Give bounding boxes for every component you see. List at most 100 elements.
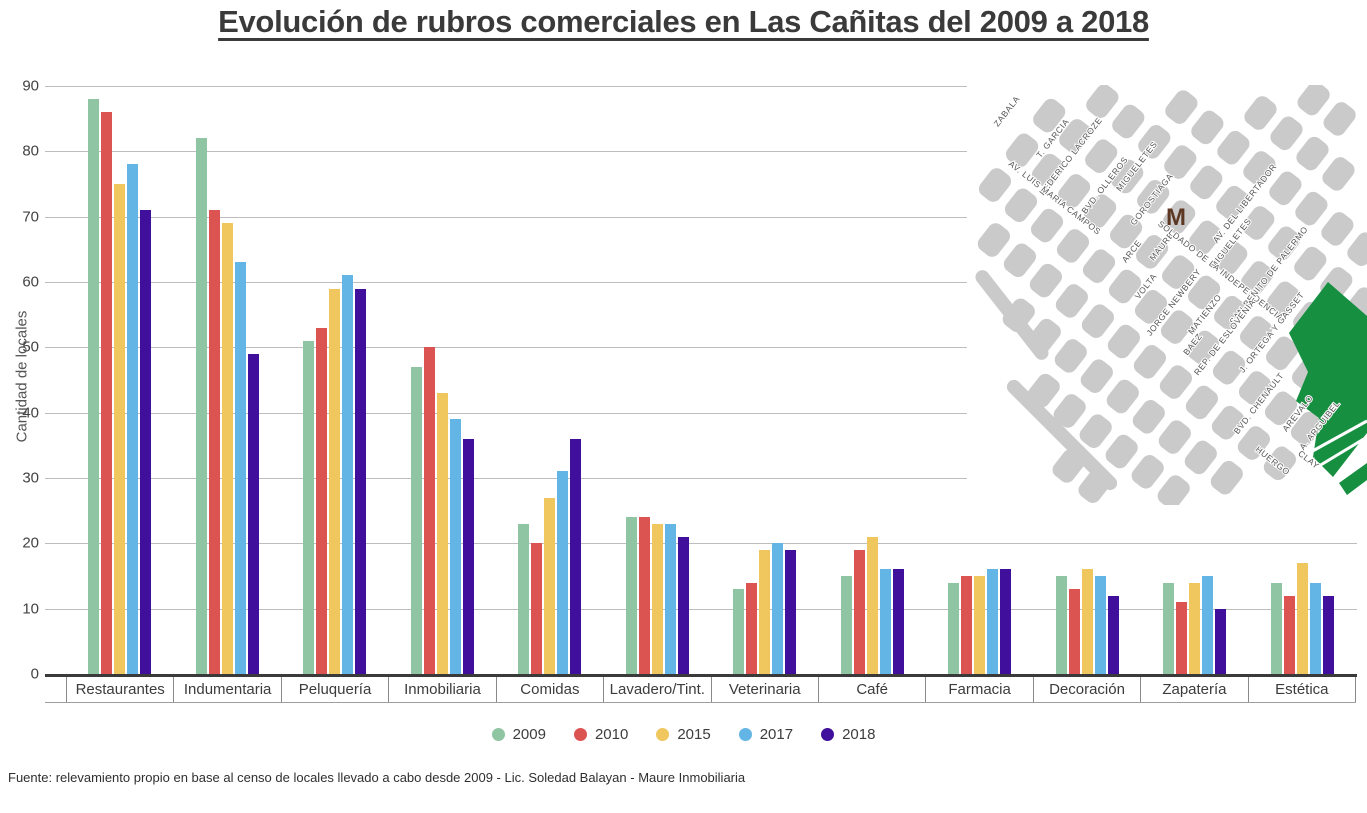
city-block — [1158, 420, 1191, 454]
bar-2010 — [1068, 589, 1080, 674]
bar-2018 — [892, 569, 904, 674]
gridline — [45, 412, 1357, 414]
city-block — [1241, 261, 1274, 295]
bar-2017 — [987, 569, 999, 674]
y-tick-label: 0 — [30, 665, 39, 683]
bar-2010 — [1176, 602, 1188, 674]
city-block — [1112, 104, 1145, 139]
bar-2018 — [1215, 608, 1227, 674]
bar-2009 — [840, 576, 852, 674]
legend-dot — [573, 728, 587, 741]
bar-2009 — [1163, 582, 1175, 674]
legend-item: 2017 — [738, 726, 794, 743]
city-block — [1189, 220, 1222, 255]
bar-2017 — [557, 471, 569, 674]
bar-group — [819, 86, 927, 674]
city-block — [1055, 284, 1088, 318]
bar-group — [926, 86, 1034, 674]
city-block — [1059, 119, 1092, 153]
city-block — [1243, 151, 1276, 185]
bar-2015 — [651, 523, 663, 674]
city-block — [1164, 145, 1197, 179]
city-block — [1244, 96, 1277, 130]
city-block — [1294, 246, 1327, 281]
city-block — [978, 168, 1012, 202]
legend-label: 2017 — [759, 726, 794, 743]
legend-label: 2018 — [842, 726, 876, 743]
bar-2015 — [1296, 562, 1308, 674]
bar-2009 — [518, 523, 530, 674]
city-block — [1217, 130, 1250, 165]
bar-2018 — [570, 438, 582, 674]
category-label: Inmobiliaria — [388, 677, 495, 702]
legend-dot — [821, 728, 835, 741]
bar-group — [1141, 86, 1249, 674]
city-block — [1188, 275, 1221, 310]
city-block — [1134, 290, 1168, 324]
bar-2017 — [342, 275, 354, 674]
city-block — [1290, 411, 1324, 446]
city-block — [1029, 263, 1062, 298]
city-block — [975, 270, 1049, 360]
category-label: Zapatería — [1140, 677, 1247, 702]
city-block — [1321, 212, 1354, 246]
city-block — [1216, 185, 1249, 220]
bar-2018 — [462, 438, 474, 674]
city-block — [1185, 385, 1218, 420]
bar-2017 — [772, 543, 784, 674]
bar-2015 — [1081, 569, 1093, 674]
city-block — [1190, 165, 1223, 200]
y-tick-label: 50 — [22, 338, 39, 356]
bar-2009 — [88, 99, 100, 674]
category-label: Comidas — [495, 677, 603, 702]
city-block — [1191, 110, 1224, 145]
city-block — [1086, 85, 1119, 118]
gridline — [45, 478, 1357, 479]
bar-2018 — [1107, 595, 1119, 674]
city-block — [1240, 316, 1273, 350]
legend-label: 2015 — [677, 726, 711, 743]
category-label: Veterinaria — [710, 677, 818, 702]
city-block — [1082, 249, 1116, 283]
bar-2010 — [638, 517, 650, 674]
city-block — [1160, 310, 1194, 344]
park-shape — [1339, 463, 1367, 495]
bar-group — [604, 86, 712, 674]
bar-2010 — [853, 549, 865, 674]
category-label: Farmacia — [925, 677, 1032, 702]
bar-2009 — [410, 366, 422, 674]
city-block — [1132, 400, 1165, 434]
bar-group — [66, 86, 174, 674]
city-block — [1054, 339, 1087, 373]
city-block — [1131, 455, 1164, 489]
x-axis-line — [45, 674, 1357, 677]
city-block — [1270, 116, 1303, 151]
y-tick-label: 30 — [22, 469, 39, 487]
map-marker: M — [1166, 204, 1186, 231]
category-label: Decoración — [1032, 677, 1140, 702]
bar-group — [1034, 86, 1142, 674]
bar-2010 — [1283, 595, 1295, 674]
bar-2017 — [879, 569, 891, 674]
bar-2009 — [625, 517, 637, 674]
bar-2017 — [127, 164, 139, 674]
y-axis-title: Cantidad de locales — [13, 310, 31, 443]
category-row: Restaurantes Indumentaria Peluquería Inmobi… — [45, 677, 1357, 703]
bar-2015 — [436, 393, 448, 674]
city-block — [1210, 460, 1243, 495]
bar-2018 — [247, 353, 259, 674]
bar-2009 — [195, 138, 207, 674]
bar-2018 — [785, 549, 797, 674]
city-block — [1162, 255, 1195, 289]
bar-2017 — [664, 523, 676, 674]
bar-2017 — [1309, 582, 1321, 674]
city-block — [977, 223, 1010, 257]
city-block — [1212, 350, 1246, 385]
city-block — [1323, 102, 1356, 136]
city-block — [1163, 200, 1196, 234]
bar-group — [281, 86, 389, 674]
bar-2015 — [1189, 582, 1201, 674]
bar-group — [711, 86, 819, 674]
legend-item: 2015 — [656, 726, 711, 743]
city-block — [1004, 188, 1038, 223]
